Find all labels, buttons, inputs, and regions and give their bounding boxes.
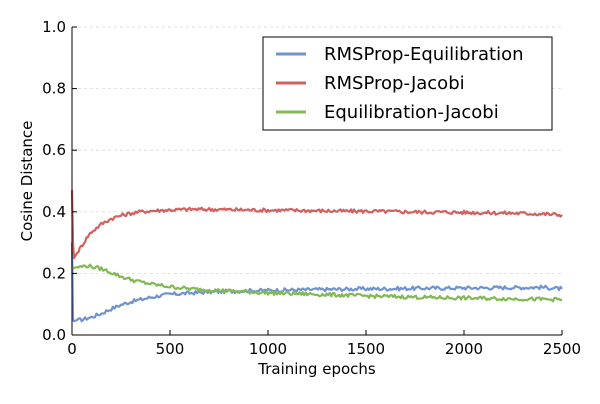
y-tick-label: 0.8 <box>42 80 66 98</box>
legend-label: Equilibration-Jacobi <box>324 102 499 123</box>
x-tick-label: 500 <box>156 340 185 358</box>
x-tick-label: 1000 <box>249 340 287 358</box>
legend: RMSProp-Equilibration RMSProp-Jacobi Equil… <box>262 36 553 131</box>
legend-box <box>262 36 553 131</box>
y-tick-label: 0.4 <box>42 203 66 221</box>
series-line-rmsprop-equilibration <box>70 242 563 323</box>
ticks: 0 500 1000 1500 2000 2500 0.0 0.2 0.4 0.6 0.8 1.0 <box>42 18 581 358</box>
x-tick-label: 2000 <box>445 340 483 358</box>
y-tick-label: 1.0 <box>42 18 66 36</box>
x-tick-label: 2500 <box>543 340 581 358</box>
y-tick-label: 0.0 <box>42 326 66 344</box>
legend-label: RMSProp-Jacobi <box>324 73 465 94</box>
series-line-equilibration-jacobi <box>71 263 563 303</box>
y-tick-label: 0.6 <box>42 141 66 159</box>
axes <box>71 27 562 336</box>
x-tick-label: 0 <box>67 340 77 358</box>
x-tick-label: 1500 <box>347 340 385 358</box>
x-axis-label: Training epochs <box>257 360 376 378</box>
y-tick-label: 0.2 <box>42 264 66 282</box>
series-line-rmsprop-jacobi <box>70 190 563 260</box>
legend-label: RMSProp-Equilibration <box>324 44 524 65</box>
y-axis-label: Cosine Distance <box>18 121 36 242</box>
series-layer <box>70 190 563 323</box>
